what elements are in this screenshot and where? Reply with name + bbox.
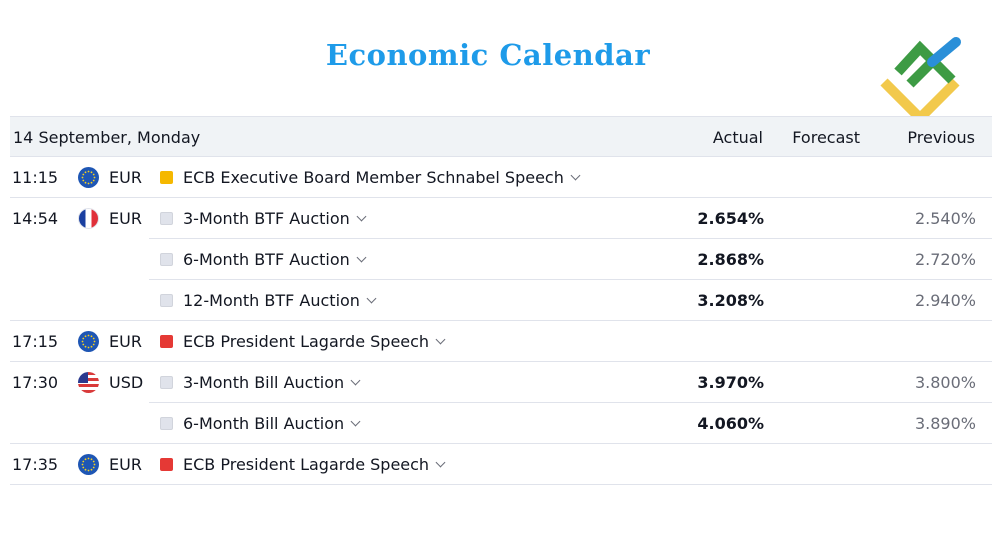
event-title[interactable]: ECB Executive Board Member Schnabel Spee… bbox=[183, 168, 581, 187]
forecast-column-header: Forecast bbox=[792, 128, 860, 147]
importance-marker bbox=[160, 417, 173, 430]
event-currency: EUR bbox=[109, 168, 142, 187]
event-name: 6-Month Bill Auction bbox=[183, 414, 345, 433]
previous-value: 2.720% bbox=[914, 250, 976, 269]
event-list: 11:15 EUR ECB Executive Board Member Schna… bbox=[10, 157, 992, 485]
event-title[interactable]: 6-Month Bill Auction bbox=[183, 414, 361, 433]
eu-flag-icon bbox=[78, 331, 99, 352]
chevron-down-icon[interactable] bbox=[435, 457, 446, 468]
event-name: ECB President Lagarde Speech bbox=[183, 332, 430, 351]
fr-flag-icon bbox=[78, 208, 99, 229]
event-currency: EUR bbox=[109, 455, 142, 474]
previous-value: 2.940% bbox=[914, 291, 976, 310]
chevron-down-icon[interactable] bbox=[356, 252, 367, 263]
event-title[interactable]: 3-Month BTF Auction bbox=[183, 209, 367, 228]
page-title: Economic Calendar bbox=[325, 38, 651, 72]
event-time: 11:15 bbox=[12, 168, 59, 187]
event-name: ECB Executive Board Member Schnabel Spee… bbox=[183, 168, 564, 187]
importance-marker bbox=[160, 376, 173, 389]
event-currency: USD bbox=[109, 373, 144, 392]
event-name: 6-Month BTF Auction bbox=[183, 250, 350, 269]
actual-value: 2.654% bbox=[697, 209, 764, 228]
event-row[interactable]: 12-Month BTF Auction 3.208% 2.940% bbox=[10, 280, 992, 321]
event-name: 12-Month BTF Auction bbox=[183, 291, 360, 310]
actual-value: 3.208% bbox=[697, 291, 764, 310]
event-title[interactable]: 3-Month Bill Auction bbox=[183, 373, 361, 392]
actual-column-header: Actual bbox=[712, 128, 763, 147]
event-row[interactable]: 17:30 USD 3-Month Bill Auction 3.970% 3.800% bbox=[10, 362, 992, 403]
previous-column-header: Previous bbox=[907, 128, 975, 147]
previous-value: 3.800% bbox=[914, 373, 976, 392]
event-name: ECB President Lagarde Speech bbox=[183, 455, 430, 474]
chevron-down-icon[interactable] bbox=[356, 211, 367, 222]
event-title[interactable]: ECB President Lagarde Speech bbox=[183, 332, 446, 351]
event-name: 3-Month BTF Auction bbox=[183, 209, 350, 228]
actual-value: 2.868% bbox=[697, 250, 764, 269]
previous-value: 3.890% bbox=[914, 414, 976, 433]
calendar-header: 14 September, Monday Actual Forecast Pre… bbox=[10, 116, 992, 157]
importance-marker bbox=[160, 253, 173, 266]
importance-marker bbox=[160, 458, 173, 471]
event-time: 14:54 bbox=[12, 209, 59, 228]
eu-flag-icon bbox=[78, 454, 99, 475]
event-row[interactable]: 11:15 EUR ECB Executive Board Member Schna… bbox=[10, 157, 992, 198]
economic-calendar-table: 14 September, Monday Actual Forecast Pre… bbox=[10, 116, 992, 485]
event-title[interactable]: 6-Month BTF Auction bbox=[183, 250, 367, 269]
importance-marker bbox=[160, 335, 173, 348]
event-currency: EUR bbox=[109, 332, 142, 351]
event-row[interactable]: 6-Month Bill Auction 4.060% 3.890% bbox=[10, 403, 992, 444]
chevron-down-icon[interactable] bbox=[350, 416, 361, 427]
event-row[interactable]: 17:35 EUR ECB President Lagarde Speech bbox=[10, 444, 992, 485]
importance-marker bbox=[160, 294, 173, 307]
event-time: 17:15 bbox=[12, 332, 59, 351]
event-time: 17:35 bbox=[12, 455, 59, 474]
importance-marker bbox=[160, 171, 173, 184]
event-row[interactable]: 14:54 EUR 3-Month BTF Auction 2.654% 2.540% bbox=[10, 198, 992, 239]
brand-logo-icon bbox=[880, 37, 961, 126]
eu-flag-icon bbox=[78, 167, 99, 188]
event-title[interactable]: 12-Month BTF Auction bbox=[183, 291, 377, 310]
previous-value: 2.540% bbox=[914, 209, 976, 228]
chevron-down-icon[interactable] bbox=[366, 293, 377, 304]
event-title[interactable]: ECB President Lagarde Speech bbox=[183, 455, 446, 474]
chevron-down-icon[interactable] bbox=[350, 375, 361, 386]
chevron-down-icon[interactable] bbox=[570, 170, 581, 181]
event-name: 3-Month Bill Auction bbox=[183, 373, 345, 392]
event-row[interactable]: 6-Month BTF Auction 2.868% 2.720% bbox=[10, 239, 992, 280]
chevron-down-icon[interactable] bbox=[435, 334, 446, 345]
us-flag-icon bbox=[78, 372, 99, 393]
importance-marker bbox=[160, 212, 173, 225]
event-currency: EUR bbox=[109, 209, 142, 228]
event-row[interactable]: 17:15 EUR ECB President Lagarde Speech bbox=[10, 321, 992, 362]
actual-value: 3.970% bbox=[697, 373, 764, 392]
date-heading: 14 September, Monday bbox=[13, 128, 201, 147]
event-time: 17:30 bbox=[12, 373, 59, 392]
actual-value: 4.060% bbox=[697, 414, 764, 433]
